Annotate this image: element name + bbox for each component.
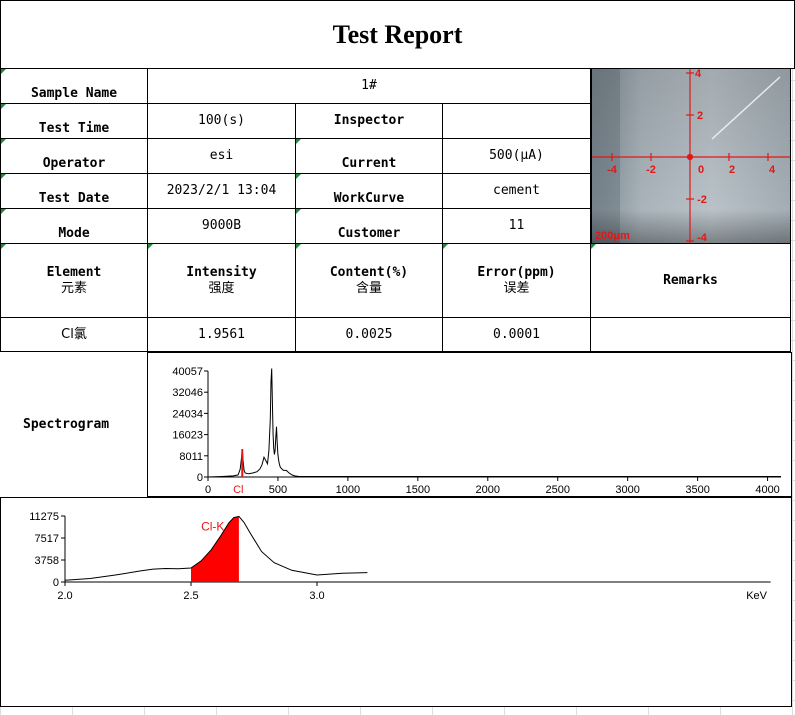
x-tick-label: 3000 bbox=[615, 484, 639, 496]
camera-y-tick: 4 bbox=[695, 69, 702, 80]
operator-label: Operator bbox=[0, 138, 148, 174]
col-header-intensity-en: Intensity bbox=[186, 264, 257, 280]
col-header-intensity: Intensity 强度 bbox=[147, 243, 296, 318]
zoom-chart-svg: 0 3758 7517 11275 2.0 2.5 3.0 KeV Cl-K bbox=[29, 511, 771, 602]
camera-crosshair-overlay: -4 -2 0 2 4 4 2 -2 -4 200μm bbox=[592, 69, 790, 243]
x-tick-label: 3500 bbox=[685, 484, 709, 496]
mode-value[interactable]: 9000B bbox=[147, 208, 296, 244]
col-header-content-cn: 含量 bbox=[355, 280, 382, 296]
x-tick-label: 2500 bbox=[545, 484, 569, 496]
x-tick-label: 1500 bbox=[406, 484, 430, 496]
workcurve-value[interactable]: cement bbox=[442, 173, 591, 209]
current-label: Current bbox=[295, 138, 443, 174]
camera-x-tick: 0 bbox=[698, 164, 704, 176]
cl-k-annotation: Cl-K bbox=[201, 519, 224, 533]
camera-x-tick: -4 bbox=[607, 164, 618, 176]
sample-camera-image: -4 -2 0 2 4 4 2 -2 -4 200μm bbox=[591, 68, 791, 244]
col-header-element-en: Element bbox=[46, 264, 102, 280]
x-tick-label: 1000 bbox=[336, 484, 360, 496]
x-tick-label: 4000 bbox=[755, 484, 779, 496]
inspector-value[interactable] bbox=[442, 103, 591, 139]
y-tick-label: 40057 bbox=[172, 366, 203, 378]
col-header-error-cn: 误差 bbox=[503, 280, 530, 296]
spectrum-chart: 0 8011 16023 24034 32046 40057 0 500 1000 1500 200… bbox=[147, 352, 792, 497]
test-date-label: Test Date bbox=[0, 173, 148, 209]
x-tick-label: 2.5 bbox=[183, 590, 198, 602]
y-tick-label: 0 bbox=[53, 577, 59, 589]
report-title: Test Report bbox=[0, 0, 795, 69]
col-header-element: Element 元素 bbox=[0, 243, 148, 318]
result-remarks bbox=[590, 317, 791, 352]
zoom-chart: 0 3758 7517 11275 2.0 2.5 3.0 KeV Cl-K bbox=[0, 497, 792, 707]
col-header-intensity-cn: 强度 bbox=[208, 280, 235, 296]
camera-x-tick: 2 bbox=[729, 164, 735, 176]
spectrum-line bbox=[207, 368, 781, 478]
col-header-content: Content(%) 含量 bbox=[295, 243, 443, 318]
result-error: 0.0001 bbox=[442, 317, 591, 352]
col-header-element-cn: 元素 bbox=[60, 280, 87, 296]
y-tick-label: 3758 bbox=[35, 555, 59, 567]
x-tick-label: 2000 bbox=[476, 484, 500, 496]
mode-label: Mode bbox=[0, 208, 148, 244]
operator-value[interactable]: esi bbox=[147, 138, 296, 174]
y-tick-label: 11275 bbox=[29, 511, 59, 523]
customer-label: Customer bbox=[295, 208, 443, 244]
y-tick-label: 16023 bbox=[172, 430, 203, 442]
sample-name-label: Sample Name bbox=[0, 68, 148, 104]
y-tick-label: 0 bbox=[197, 472, 203, 484]
sample-name-value[interactable]: 1# bbox=[147, 68, 591, 104]
y-tick-label: 8011 bbox=[179, 451, 203, 463]
col-header-content-en: Content(%) bbox=[329, 264, 409, 280]
result-intensity: 1.9561 bbox=[147, 317, 296, 352]
inspector-label: Inspector bbox=[295, 103, 443, 139]
camera-scale-label: 200μm bbox=[595, 230, 630, 242]
camera-y-tick: 2 bbox=[697, 110, 703, 122]
workcurve-label: WorkCurve bbox=[295, 173, 443, 209]
col-header-error: Error(ppm) 误差 bbox=[442, 243, 591, 318]
camera-x-tick: 4 bbox=[769, 164, 776, 176]
x-axis-label: KeV bbox=[746, 590, 767, 602]
col-header-remarks: Remarks bbox=[590, 243, 791, 318]
col-header-error-en: Error(ppm) bbox=[477, 264, 556, 280]
y-tick-label: 24034 bbox=[172, 408, 203, 420]
customer-value[interactable]: 11 bbox=[442, 208, 591, 244]
x-tick-label: 2.0 bbox=[57, 590, 72, 602]
x-tick-label: 3.0 bbox=[309, 590, 324, 602]
y-tick-label: 32046 bbox=[172, 387, 203, 399]
y-tick-label: 7517 bbox=[35, 533, 59, 545]
camera-y-tick: -2 bbox=[697, 194, 707, 206]
test-time-label: Test Time bbox=[0, 103, 148, 139]
x-tick-label: 500 bbox=[269, 484, 287, 496]
camera-x-tick: -2 bbox=[646, 164, 656, 176]
test-time-value[interactable]: 100(s) bbox=[147, 103, 296, 139]
spectrogram-label: Spectrogram bbox=[0, 352, 147, 498]
test-date-value[interactable]: 2023/2/1 13:04 bbox=[147, 173, 296, 209]
x-tick-label: 0 bbox=[205, 484, 211, 496]
current-value[interactable]: 500(μA) bbox=[442, 138, 591, 174]
cl-marker-label: Cl bbox=[233, 484, 243, 496]
result-element: Cl氯 bbox=[0, 317, 148, 352]
spectrum-chart-svg: 0 8011 16023 24034 32046 40057 0 500 1000 1500 200… bbox=[172, 366, 781, 496]
result-content: 0.0025 bbox=[295, 317, 443, 352]
